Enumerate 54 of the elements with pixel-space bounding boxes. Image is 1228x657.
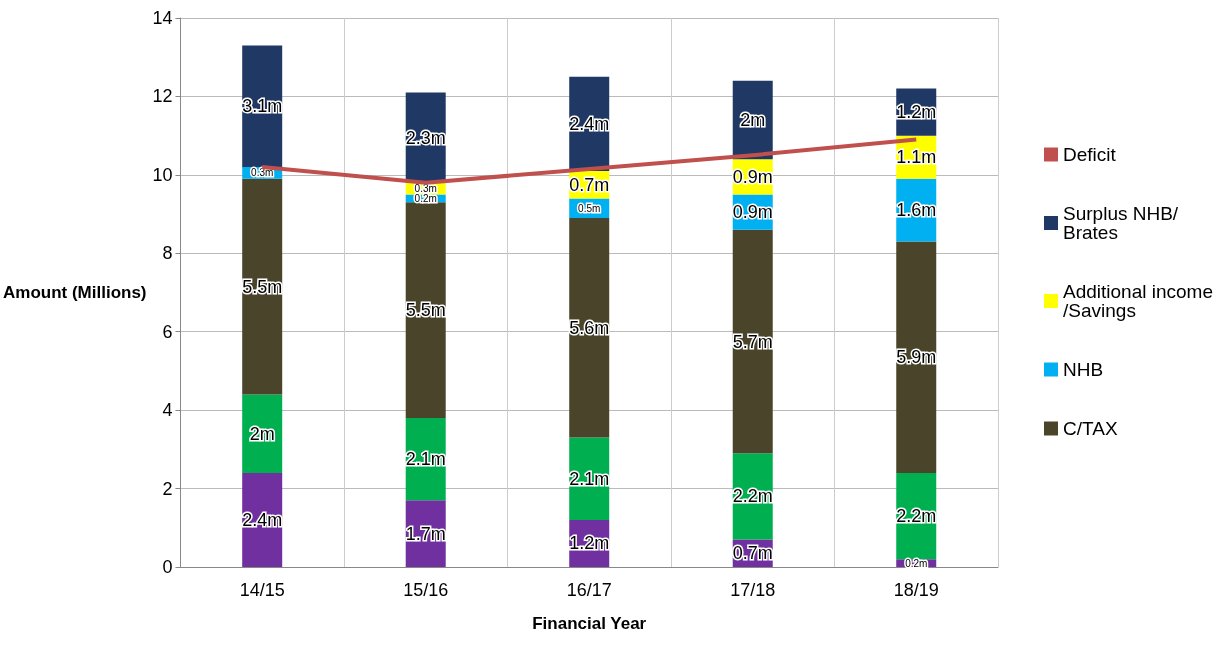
bar [405,202,446,418]
data-label: 5.5m [242,276,283,297]
data-label: 2m [249,423,275,444]
data-label: 1.1m [896,147,937,168]
data-label: 5.6m [569,317,610,338]
y-tick-label: 10 [152,164,173,185]
data-label: 2m [740,109,766,130]
bar [242,178,283,395]
x-tick-label: 14/15 [239,580,285,600]
data-label: 0.9m [732,202,773,223]
x-tick-label: 16/17 [566,580,612,600]
data-label: 3.1m [242,96,283,117]
y-tick-label: 2 [162,478,173,499]
bar [732,229,773,454]
x-axis-title: Financial Year [532,614,647,633]
legend-label: Surplus NHB/Brates [1063,203,1179,243]
legend-label: Deficit [1063,144,1117,165]
data-label: 2.1m [405,449,446,470]
data-label: 2.3m [405,127,446,148]
data-label: 2.1m [569,468,610,489]
legend-label: NHB [1063,359,1104,380]
data-label: 0.9m [732,166,773,187]
data-label: 2.2m [896,506,937,527]
legend-label: Additional income/Savings [1063,281,1214,321]
data-label: 2.4m [242,509,283,530]
data-label: 2.4m [569,113,610,134]
y-tick-label: 6 [162,321,173,342]
bar [896,241,937,473]
y-axis-title: Amount (Millions) [3,283,147,302]
data-label: 0.5m [578,202,601,214]
data-label: 2.2m [732,486,773,507]
y-tick-label: 8 [162,243,173,264]
data-label: 0.7m [732,543,773,564]
legend-label: C/TAX [1063,418,1118,439]
y-tick-label: 14 [152,8,173,28]
data-label: 1.6m [896,200,937,221]
x-tick-label: 17/18 [730,580,776,600]
data-label: 1.2m [569,533,610,554]
y-tick-label: 4 [162,400,173,421]
data-label: 0.3m [414,183,437,195]
y-tick-label: 0 [162,557,173,577]
x-tick-label: 15/16 [403,580,449,600]
data-label: 0.7m [569,174,610,195]
y-tick-label: 12 [152,86,173,107]
data-label: 0.3m [251,167,274,179]
data-label: 5.5m [405,300,446,321]
x-tick-label: 18/19 [893,580,939,600]
bar [569,217,610,438]
data-label: 5.7m [732,331,773,352]
data-label: 1.7m [405,523,446,544]
data-label: 1.2m [896,102,937,123]
data-label: 5.9m [896,347,937,368]
data-label: 0.2m [414,192,437,204]
data-label: 0.2m [905,557,928,569]
